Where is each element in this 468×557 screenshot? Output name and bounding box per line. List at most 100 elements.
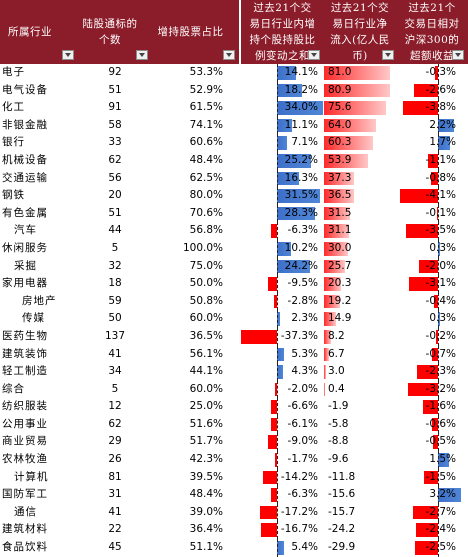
holding-change-cell: -1.7% [240, 451, 324, 469]
industry-name: 家用电器 [0, 275, 78, 293]
industry-name: 建筑装饰 [0, 346, 78, 364]
excess-return-cell: -1.5% [398, 469, 468, 487]
header-ratio[interactable]: 增持股票占比 [152, 0, 240, 64]
net-inflow-cell: 31.1 [324, 222, 398, 240]
dropdown-filter-icon[interactable] [308, 50, 320, 60]
holding-change-cell: -16.7% [240, 521, 324, 539]
excess-return-cell: 0.3% [398, 310, 468, 328]
filter-sort-icon[interactable] [382, 50, 394, 60]
stock-count: 20 [78, 187, 152, 205]
holding-change-bar [268, 435, 277, 449]
excess-return-cell: -2.3% [398, 363, 468, 381]
header-excess-return[interactable]: 过去21个交易日相对沪深300的超额收益 [398, 0, 468, 64]
increase-ratio: 60.0% [152, 310, 240, 328]
stock-count: 51 [78, 205, 152, 223]
zero-axis-line [277, 152, 278, 170]
excess-return-value: 1.7% [429, 134, 456, 152]
industry-name: 非银金融 [0, 117, 78, 135]
net-inflow-value: 30.0 [328, 240, 351, 258]
zero-axis-line [277, 240, 278, 258]
excess-return-cell: -0.3% [398, 64, 468, 82]
net-inflow-cell: 64.0 [324, 117, 398, 135]
holding-change-value: -6.3% [288, 486, 318, 504]
holding-change-bar [263, 471, 277, 485]
net-inflow-value: 80.9 [328, 82, 351, 100]
holding-change-value: 11.1% [285, 117, 318, 135]
dropdown-filter-icon[interactable] [62, 50, 74, 60]
stock-count: 137 [78, 328, 152, 346]
holding-change-bar [241, 330, 277, 344]
zero-axis-line [277, 293, 278, 311]
dropdown-filter-icon[interactable] [136, 50, 148, 60]
excess-return-value: 0.3% [429, 240, 456, 258]
industry-name: 电子 [0, 64, 78, 82]
excess-return-cell: -3.5% [398, 222, 468, 240]
header-industry[interactable]: 所属行业 [0, 0, 78, 64]
industry-name: 农林牧渔 [0, 451, 78, 469]
net-inflow-value: 64.0 [328, 117, 351, 135]
zero-axis-line [438, 328, 439, 346]
holding-change-cell: -9.0% [240, 433, 324, 451]
increase-ratio: 51.1% [152, 539, 240, 557]
holding-change-cell: -6.1% [240, 416, 324, 434]
header-count-label: 陆股通标的个数 [83, 18, 138, 46]
zero-axis-line [438, 99, 439, 117]
header-count[interactable]: 陆股通标的个数 [78, 0, 152, 64]
increase-ratio: 36.5% [152, 328, 240, 346]
stock-count: 92 [78, 64, 152, 82]
dropdown-filter-icon[interactable] [223, 50, 235, 60]
increase-ratio: 50.8% [152, 293, 240, 311]
zero-axis-line [438, 504, 439, 522]
header-holding-change[interactable]: 过去21个交易日行业内增持个股持股比例变动之和 [240, 0, 324, 64]
excess-return-value: -0.3% [426, 64, 456, 82]
excess-return-value: -0.8% [426, 170, 456, 188]
industry-name: 银行 [0, 134, 78, 152]
holding-change-cell: 10.2% [240, 240, 324, 258]
net-inflow-cell: -11.8 [324, 469, 398, 487]
zero-axis-line [277, 433, 278, 451]
net-inflow-cell: 0.4 [324, 381, 398, 399]
industry-name: 机械设备 [0, 152, 78, 170]
net-inflow-value: 60.3 [328, 134, 351, 152]
zero-axis-line [438, 240, 439, 258]
zero-axis-line [438, 64, 439, 82]
stock-count: 81 [78, 469, 152, 487]
increase-ratio: 51.6% [152, 416, 240, 434]
holding-change-value: 5.4% [291, 539, 318, 557]
dropdown-filter-icon[interactable] [452, 50, 464, 60]
stock-count: 51 [78, 82, 152, 100]
holding-change-value: -1.7% [288, 451, 318, 469]
zero-axis-line [277, 398, 278, 416]
holding-change-cell: 25.2% [240, 152, 324, 170]
header-net-inflow[interactable]: 过去21个交易日行业净流入(亿人民币) [324, 0, 398, 64]
